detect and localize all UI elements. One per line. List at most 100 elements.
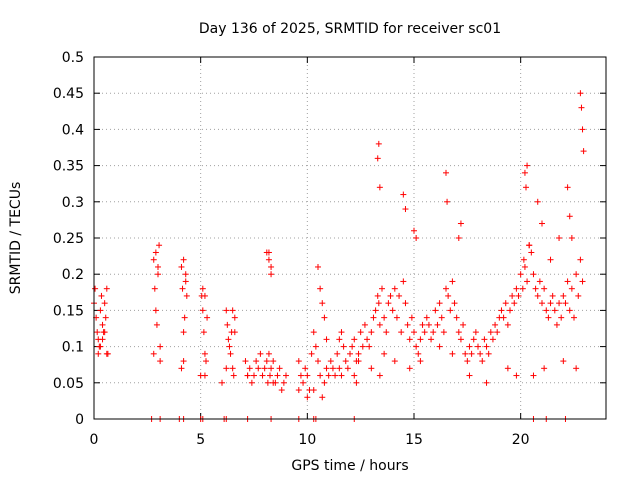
data-point [445,292,452,299]
data-point [374,292,381,299]
data-point [536,278,543,285]
data-point [411,227,417,234]
data-point [502,300,509,307]
data-point [317,285,324,292]
data-point [370,314,377,321]
data-point [568,235,575,241]
data-point [338,372,345,379]
data-point [270,379,277,386]
data-point [351,336,358,343]
data-point [553,321,560,328]
y-axis-ticks: 0 0.05 0.1 0.15 0.2 0.25 0.3 0.35 0.4 0.45 0.5 [53,50,606,428]
data-point [310,329,317,336]
data-point [227,350,234,357]
data-point [524,162,531,169]
y-tick-label: 0.1 [62,340,84,356]
data-point [404,321,411,328]
data-point [470,336,477,343]
data-point [475,343,481,350]
data-point [257,350,264,357]
data-point [477,350,484,357]
data-point [521,169,528,176]
data-point [556,235,563,241]
data-point [402,300,409,307]
data-point [181,314,188,321]
data-point [270,358,277,365]
data-point [103,285,110,292]
data-point [402,206,409,213]
data-point [179,285,186,292]
data-point [500,314,507,321]
data-point [568,285,575,292]
data-point [372,307,379,314]
data-point [244,372,251,379]
data-point [421,329,428,336]
data-point [226,343,233,350]
data-point [487,329,494,336]
data-point [417,336,424,343]
data-point [396,292,403,299]
data-point [551,307,558,314]
data-point [182,278,189,285]
data-point [155,271,161,278]
data-point [400,278,407,285]
data-point [577,90,584,97]
data-point [242,358,249,365]
data-point [560,292,567,299]
data-point [376,321,383,328]
data-point [449,278,456,285]
data-point [259,372,266,379]
data-point [398,329,405,336]
data-point [223,365,230,372]
data-point [428,336,435,343]
data-point [534,198,541,205]
data-point [276,365,283,372]
data-point [157,358,164,365]
data-point [151,285,158,292]
data-point [519,285,526,292]
data-point [327,358,334,365]
data-point [300,379,307,386]
data-point [504,321,511,328]
data-point [447,307,454,314]
data-point [338,329,345,336]
data-point [302,365,309,372]
data-point [449,350,456,357]
data-point [524,278,531,285]
data-point [376,184,383,191]
data-point [528,249,535,256]
data-point [492,321,499,328]
data-point [361,321,368,328]
data-point [406,336,413,343]
data-point [95,350,102,357]
data-point [573,271,580,278]
data-point [549,292,556,299]
data-point [347,350,353,357]
data-point [419,321,426,328]
data-point [310,387,317,394]
data-point [387,292,394,299]
data-point [102,314,109,321]
data-point [383,329,390,336]
data-point [425,321,432,328]
data-point [156,242,163,249]
data-point [264,379,271,386]
data-point [440,329,447,336]
data-point [455,329,462,336]
data-point [199,307,206,314]
data-point [308,350,315,357]
data-point [101,329,108,336]
data-point [520,256,527,263]
data-point [97,307,104,314]
data-point [460,321,467,328]
data-point [468,350,475,357]
data-point [268,365,275,372]
data-point [340,343,347,350]
data-point [417,358,424,365]
data-point [579,278,586,285]
data-point [374,155,381,162]
data-point [391,358,398,365]
data-point [504,365,511,372]
data-point [183,292,190,299]
data-point [483,343,490,350]
